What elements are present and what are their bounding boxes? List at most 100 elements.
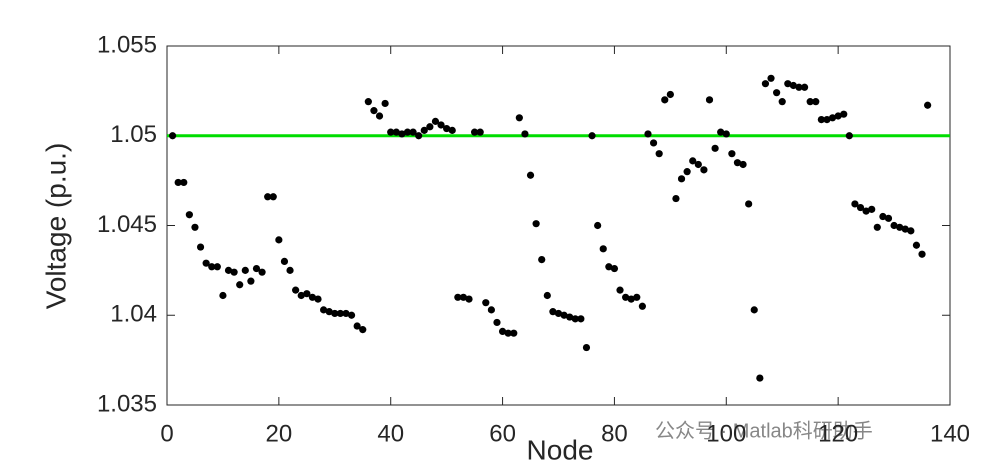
point [510, 329, 518, 337]
point [252, 264, 261, 273]
watermark: 公众号 · Matlab科研助手 [655, 419, 873, 442]
point [717, 128, 725, 136]
point [448, 126, 456, 134]
point [521, 130, 529, 138]
point [823, 115, 831, 124]
point [325, 308, 333, 316]
point [868, 205, 876, 213]
point [694, 160, 702, 169]
point [409, 128, 417, 136]
point [431, 117, 440, 125]
point [750, 306, 758, 314]
x-tick-label: 80 [601, 420, 628, 447]
point [605, 263, 613, 271]
x-tick-label: 100 [706, 420, 746, 447]
point [532, 220, 540, 228]
point [364, 98, 372, 106]
point [633, 293, 641, 301]
point [336, 309, 344, 318]
point [515, 114, 523, 122]
y-tick-label: 1.05 [110, 121, 157, 148]
point [683, 168, 691, 176]
point [644, 130, 652, 138]
point [426, 123, 434, 131]
point [767, 74, 775, 82]
point [638, 302, 646, 310]
x-tick-label: 20 [266, 420, 293, 447]
point [398, 130, 406, 138]
point [901, 225, 909, 233]
x-tick-label: 120 [818, 420, 858, 447]
point [487, 306, 495, 314]
y-tick-label: 1.045 [97, 211, 157, 238]
point [879, 212, 887, 221]
point [174, 178, 182, 187]
point [817, 115, 825, 124]
point [728, 150, 736, 158]
point [370, 107, 378, 115]
point [594, 221, 602, 230]
point [191, 223, 199, 231]
point [286, 266, 294, 274]
point [538, 256, 546, 264]
point [208, 263, 216, 271]
point [375, 112, 384, 120]
point [834, 112, 842, 120]
point [733, 159, 742, 167]
point [566, 313, 574, 321]
point [705, 96, 714, 104]
point [292, 286, 300, 294]
point [359, 326, 367, 334]
point [297, 291, 305, 300]
point [543, 291, 551, 300]
point [353, 322, 361, 330]
point [622, 293, 630, 301]
point [275, 236, 283, 244]
point [890, 221, 898, 230]
point [224, 266, 233, 274]
point [403, 128, 412, 136]
point [907, 227, 915, 235]
point [789, 81, 798, 90]
point [588, 132, 596, 140]
point [862, 207, 870, 215]
point [415, 132, 423, 140]
point [677, 175, 686, 183]
point [840, 110, 848, 118]
point [387, 128, 395, 136]
point [577, 315, 585, 323]
point [873, 223, 881, 231]
point [303, 290, 311, 298]
point [554, 309, 563, 318]
point [247, 277, 255, 285]
point [314, 295, 322, 303]
point [381, 99, 389, 108]
y-tick-label: 1.035 [97, 390, 157, 417]
point [745, 200, 753, 208]
point [571, 315, 579, 323]
point [856, 203, 865, 212]
point [342, 309, 350, 318]
point [784, 80, 792, 88]
point [560, 311, 568, 319]
point [661, 96, 669, 104]
point [264, 193, 272, 201]
point [616, 286, 624, 294]
point [773, 89, 781, 97]
point [739, 160, 747, 169]
y-tick-label: 1.04 [110, 301, 157, 328]
point [672, 194, 680, 203]
point [196, 243, 205, 251]
y-axis-label: Voltage (p.u.) [40, 143, 71, 310]
point [800, 83, 809, 91]
point [454, 293, 462, 301]
point [465, 295, 473, 303]
point [498, 327, 507, 336]
point [795, 83, 803, 91]
point [582, 343, 591, 352]
point [202, 259, 210, 267]
point [722, 130, 730, 138]
point [627, 295, 635, 303]
point [711, 144, 719, 152]
